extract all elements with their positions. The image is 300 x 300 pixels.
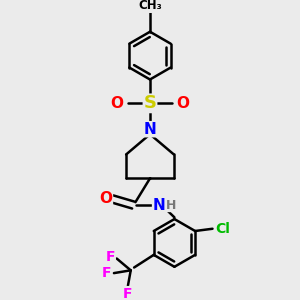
Text: O: O xyxy=(111,96,124,111)
Text: Cl: Cl xyxy=(215,222,230,236)
Text: F: F xyxy=(123,286,133,300)
Text: O: O xyxy=(99,191,112,206)
Text: F: F xyxy=(106,250,115,264)
Text: F: F xyxy=(102,266,112,280)
Text: H: H xyxy=(166,199,176,212)
Text: N: N xyxy=(153,197,165,212)
Text: CH₃: CH₃ xyxy=(138,0,162,12)
Text: N: N xyxy=(144,122,156,137)
Text: S: S xyxy=(143,94,157,112)
Text: O: O xyxy=(176,96,189,111)
